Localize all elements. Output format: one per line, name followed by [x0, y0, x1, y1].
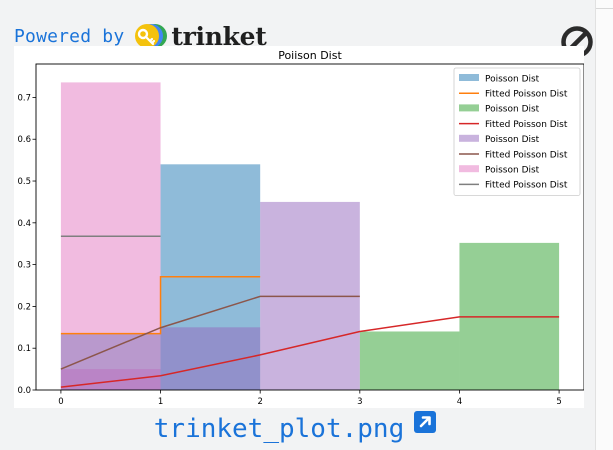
powered-by-label: Powered by — [14, 25, 125, 47]
legend-label: Poisson Dist — [485, 74, 540, 84]
legend-swatch — [459, 104, 479, 112]
fitted-line — [60, 295, 360, 370]
lines-layer — [60, 235, 560, 388]
axes-frame — [35, 63, 584, 391]
y-tick-label: 0.7 — [17, 93, 31, 103]
x-tick-label: 2 — [257, 397, 262, 407]
x-tick-label: 5 — [556, 397, 561, 407]
open-external-icon[interactable] — [414, 411, 437, 433]
legend-box — [453, 67, 581, 196]
x-tick-label: 4 — [457, 397, 462, 407]
legend: Poisson Dist Fitted Poisson Dist Poisson D… — [453, 67, 581, 196]
legend-label: Poisson Dist — [485, 135, 540, 145]
legend-swatch — [459, 165, 479, 173]
legend-swatch — [459, 134, 479, 142]
x-tick-label: 0 — [58, 397, 63, 407]
histogram-bar — [359, 331, 460, 390]
y-tick-label: 0.6 — [17, 135, 31, 145]
y-tick-label: 0.4 — [17, 219, 31, 229]
trinket-brand[interactable]: trinket — [134, 21, 267, 51]
window-edge — [595, 0, 613, 450]
legend-label: Fitted Poisson Dist — [485, 150, 568, 160]
filename-row: trinket_plot.png — [0, 410, 590, 448]
fitted-line — [60, 316, 560, 388]
y-tick-label: 0.1 — [17, 344, 31, 354]
legend-label: Fitted Poisson Dist — [485, 90, 568, 100]
x-tick-label: 1 — [158, 397, 163, 407]
plot-image: Poiison Dist 0 1 2 3 4 5 0.0 0.1 0.2 0.3 0.4 0.5 0.6 0… — [14, 46, 584, 408]
legend-label: Poisson Dist — [485, 166, 540, 176]
chart-title: Poiison Dist — [278, 49, 342, 62]
legend-label: Fitted Poisson Dist — [485, 120, 568, 130]
file-name[interactable]: trinket_plot.png — [153, 414, 405, 444]
y-tick-label: 0.2 — [17, 302, 31, 312]
x-tick-label: 3 — [357, 397, 362, 407]
legend-label: Fitted Poisson Dist — [485, 181, 568, 191]
legend-label: Poisson Dist — [485, 105, 540, 115]
poisson-chart: Poiison Dist 0 1 2 3 4 5 0.0 0.1 0.2 0.3 0.4 0.5 0.6 0… — [17, 49, 584, 407]
fitted-line — [60, 275, 261, 335]
powered-by-banner[interactable]: Powered by trinket — [14, 20, 267, 52]
y-tick-label: 0.5 — [17, 177, 31, 187]
y-tick-label: 0.3 — [17, 261, 31, 271]
brand-name: trinket — [171, 21, 267, 51]
y-tick-label: 0.0 — [17, 386, 31, 396]
legend-swatch — [459, 74, 479, 81]
trinket-logo-icon — [135, 24, 168, 48]
